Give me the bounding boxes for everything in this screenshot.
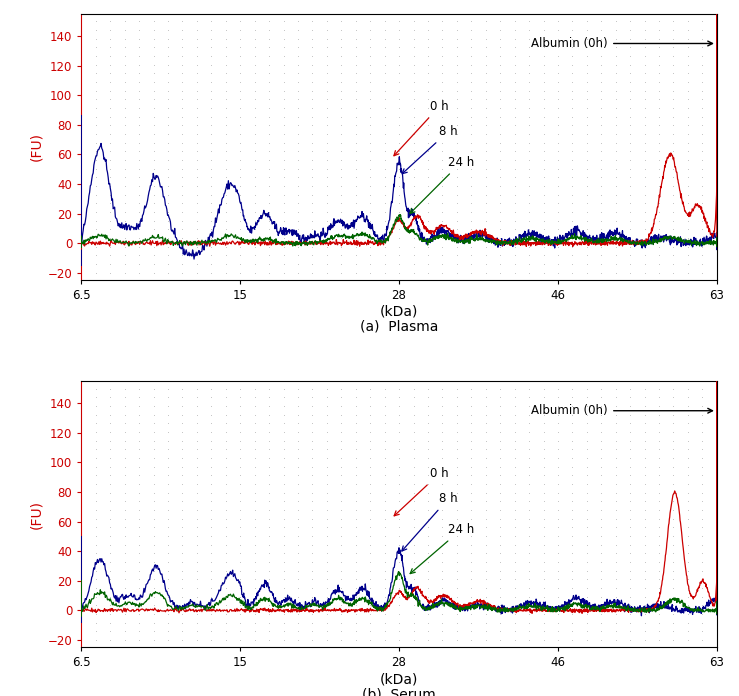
Text: 0 h: 0 h — [394, 467, 449, 516]
Text: 24 h: 24 h — [410, 156, 474, 214]
Text: (b)  Serum: (b) Serum — [362, 687, 436, 696]
Text: 8 h: 8 h — [402, 492, 457, 551]
X-axis label: (kDa): (kDa) — [380, 672, 418, 686]
Text: (a)  Plasma: (a) Plasma — [360, 320, 438, 334]
X-axis label: (kDa): (kDa) — [380, 305, 418, 319]
Y-axis label: (FU): (FU) — [30, 132, 44, 161]
Text: Albumin (0h): Albumin (0h) — [531, 37, 712, 50]
Text: Albumin (0h): Albumin (0h) — [531, 404, 712, 417]
Text: 0 h: 0 h — [394, 100, 449, 156]
Text: 24 h: 24 h — [410, 523, 474, 574]
Y-axis label: (FU): (FU) — [30, 500, 44, 529]
Text: 8 h: 8 h — [402, 125, 457, 174]
